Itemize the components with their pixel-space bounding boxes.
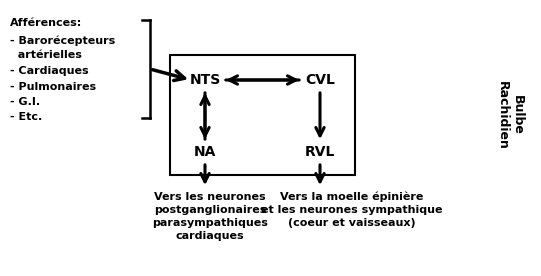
Text: CVL: CVL <box>305 73 335 87</box>
Text: postganglionaires: postganglionaires <box>154 205 266 215</box>
Text: - Pulmonaires: - Pulmonaires <box>10 82 96 92</box>
Text: parasympathiques: parasympathiques <box>152 218 268 228</box>
Text: artérielles: artérielles <box>10 50 82 60</box>
Text: et les neurones sympathique: et les neurones sympathique <box>261 205 443 215</box>
Bar <box>170 55 355 175</box>
Text: - Etc.: - Etc. <box>10 112 42 122</box>
Text: cardiaques: cardiaques <box>176 231 245 241</box>
Text: NA: NA <box>194 145 216 159</box>
Text: Bulbe
Rachidien: Bulbe Rachidien <box>496 81 524 149</box>
Text: NTS: NTS <box>189 73 221 87</box>
Text: - Cardiaques: - Cardiaques <box>10 66 89 76</box>
Text: Afférences:: Afférences: <box>10 18 82 28</box>
Text: Vers la moelle épinière: Vers la moelle épinière <box>280 192 424 203</box>
Text: (coeur et vaisseaux): (coeur et vaisseaux) <box>288 218 416 228</box>
Text: RVL: RVL <box>305 145 335 159</box>
Text: - Barorécepteurs: - Barorécepteurs <box>10 35 115 46</box>
Text: - G.I.: - G.I. <box>10 97 40 107</box>
Text: Vers les neurones: Vers les neurones <box>154 192 266 202</box>
